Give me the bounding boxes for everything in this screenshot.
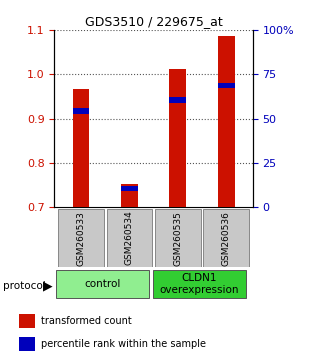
Bar <box>58 210 104 267</box>
Bar <box>155 210 201 267</box>
Bar <box>73 89 90 207</box>
Bar <box>19 337 35 351</box>
Text: GSM260536: GSM260536 <box>222 211 231 266</box>
Bar <box>169 97 186 103</box>
Text: GSM260534: GSM260534 <box>125 211 134 266</box>
Text: percentile rank within the sample: percentile rank within the sample <box>41 339 206 349</box>
Bar <box>73 108 90 114</box>
Bar <box>19 314 35 328</box>
Text: control: control <box>84 279 121 289</box>
Title: GDS3510 / 229675_at: GDS3510 / 229675_at <box>85 15 222 28</box>
Text: ▶: ▶ <box>43 280 53 292</box>
Bar <box>121 186 138 191</box>
Text: transformed count: transformed count <box>41 316 132 326</box>
Bar <box>218 83 235 88</box>
Text: protocol: protocol <box>3 281 46 291</box>
Text: GSM260535: GSM260535 <box>173 211 182 266</box>
Bar <box>56 270 149 298</box>
Text: CLDN1
overexpression: CLDN1 overexpression <box>160 273 239 295</box>
Bar <box>153 270 246 298</box>
Bar <box>107 210 152 267</box>
Text: GSM260533: GSM260533 <box>76 211 85 266</box>
Bar <box>121 184 138 207</box>
Bar <box>169 69 186 207</box>
Bar <box>218 36 235 207</box>
Bar <box>204 210 249 267</box>
